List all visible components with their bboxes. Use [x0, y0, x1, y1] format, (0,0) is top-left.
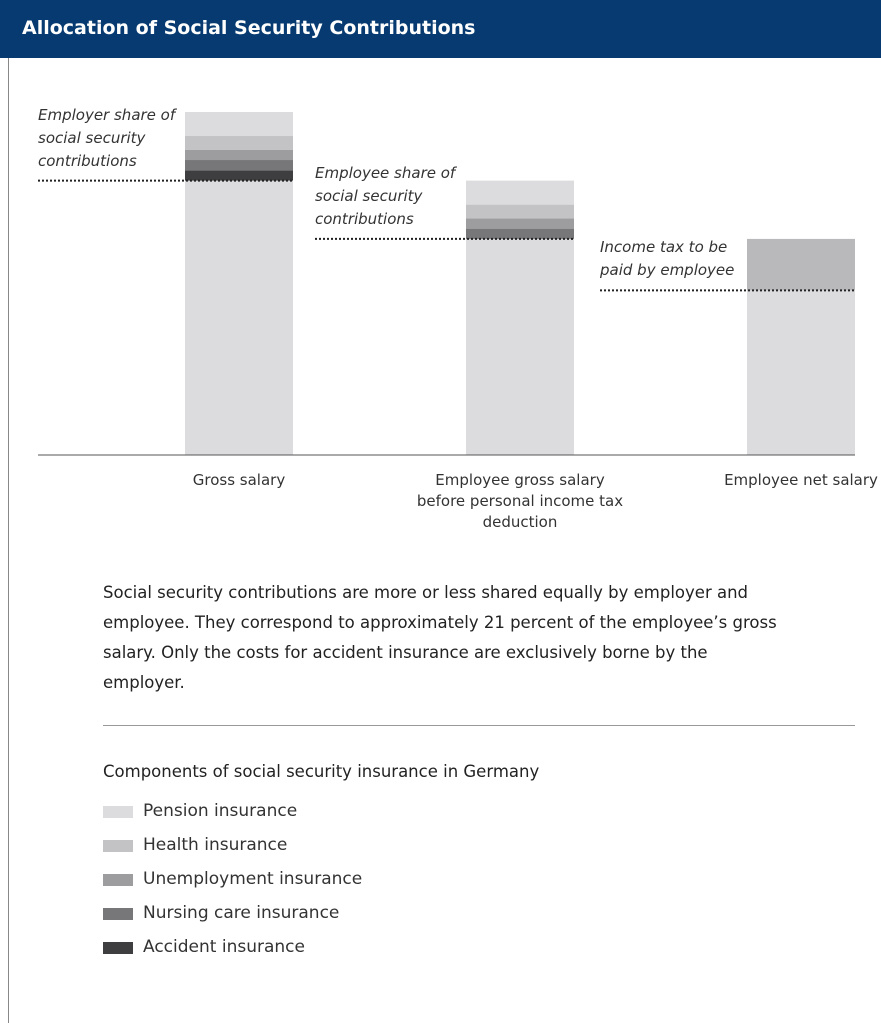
bar-segment [466, 238, 574, 455]
header: Allocation of Social Security Contributi… [0, 0, 881, 58]
annotation: Employee share of social security contri… [315, 163, 456, 228]
x-tick-label: Employee net salary [724, 471, 878, 489]
annotation: Income tax to be paid by employee [600, 238, 735, 280]
legend-label: Accident insurance [143, 937, 305, 957]
annotation: Employer share of social security contri… [38, 105, 176, 170]
bar-segment [466, 218, 574, 229]
bar-segment [185, 170, 293, 181]
bar-segment [747, 238, 855, 291]
bar-segment [185, 160, 293, 171]
legend-label: Health insurance [143, 835, 288, 855]
bar-segment [185, 136, 293, 150]
x-tick-label: Employee gross salary before personal in… [416, 471, 624, 531]
bar-segment [185, 180, 293, 455]
bar-segment [185, 149, 293, 161]
header-title: Allocation of Social Security Contributi… [22, 17, 476, 39]
legend-label: Nursing care insurance [143, 903, 340, 923]
chart [38, 112, 855, 456]
bar-segment [466, 180, 574, 205]
frame-line [8, 58, 9, 1023]
legend-title: Components of social security insurance … [103, 762, 540, 781]
x-tick-label: Gross salary [192, 471, 286, 489]
legend-label: Unemployment insurance [143, 869, 363, 889]
legend-swatch [103, 874, 133, 886]
bar-segment [466, 204, 574, 219]
legend-swatch [103, 908, 133, 920]
bar-segment [466, 228, 574, 239]
separator [103, 725, 855, 726]
bar-segment [185, 112, 293, 137]
legend-label: Pension insurance [143, 801, 298, 821]
legend-swatch [103, 840, 133, 852]
bar-segment [747, 290, 855, 455]
legend-swatch [103, 806, 133, 818]
paragraph: Social security contributions are more o… [103, 583, 777, 692]
legend-swatch [103, 942, 133, 954]
